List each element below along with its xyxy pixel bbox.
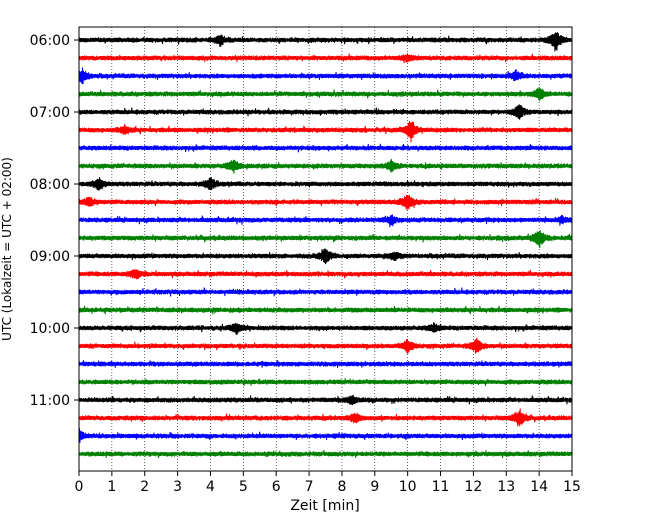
x-tick-label: 8: [337, 479, 346, 495]
y-tick-label: 06:00: [30, 33, 70, 49]
x-axis-label: Zeit [min]: [290, 498, 359, 514]
seismic-trace: [78, 121, 573, 143]
x-tick-label: 10: [399, 479, 417, 495]
seismic-traces: [78, 32, 573, 459]
y-tick-label: 10:00: [30, 321, 70, 337]
seismic-trace: [78, 158, 573, 174]
y-tick-label: 09:00: [30, 249, 70, 265]
plot-frame: [78, 26, 573, 472]
seismic-trace: [78, 32, 573, 52]
x-tick-label: 5: [239, 479, 248, 495]
seismic-trace: [78, 378, 573, 387]
x-tick-label: 11: [432, 479, 450, 495]
seismic-trace: [78, 305, 573, 315]
seismic-trace: [78, 428, 573, 445]
seismic-trace: [78, 67, 573, 85]
seismic-trace: [78, 230, 573, 249]
x-tick-label: 0: [75, 479, 84, 495]
seismic-trace: [78, 214, 573, 228]
x-tick-label: 1: [107, 479, 116, 495]
x-tick-label: 14: [530, 479, 548, 495]
x-tick-label: 7: [305, 479, 314, 495]
seismic-trace: [78, 194, 573, 211]
seismic-trace: [78, 449, 573, 459]
seismic-trace: [78, 143, 573, 153]
x-tick-label: 12: [464, 479, 482, 495]
seismic-trace: [78, 177, 573, 191]
x-tick-label: 4: [206, 479, 215, 495]
x-axis-ticks: 0 1 2 3 4 5 6 7 8 9 10 11 12 13 14 15: [75, 471, 581, 495]
seismic-trace: [78, 86, 573, 102]
x-tick-label: 15: [563, 479, 581, 495]
y-tick-label: 08:00: [30, 177, 70, 193]
seismic-trace: [78, 248, 573, 265]
y-tick-label: 11:00: [30, 393, 70, 409]
seismic-trace: [78, 408, 573, 427]
seismic-trace: [78, 53, 573, 64]
y-axis-ticks: 06:00 07:00 08:00 09:00 10:00 11:00: [30, 33, 79, 409]
seismic-trace: [78, 287, 573, 297]
x-tick-label: 13: [497, 479, 515, 495]
seismic-trace: [78, 322, 573, 335]
seismic-trace: [78, 268, 573, 280]
x-tick-label: 6: [272, 479, 281, 495]
seismic-trace: [78, 104, 573, 120]
x-tick-label: 9: [370, 479, 379, 495]
y-tick-label: 07:00: [30, 105, 70, 121]
y-axis-label: UTC (Lokalzeit = UTC + 02:00): [0, 157, 14, 341]
x-tick-label: 3: [173, 479, 182, 495]
grid-lines: [111, 27, 540, 471]
seismic-trace: [78, 337, 573, 354]
seismic-trace: [78, 360, 573, 368]
seismic-trace: [78, 394, 573, 406]
x-tick-label: 2: [140, 479, 149, 495]
